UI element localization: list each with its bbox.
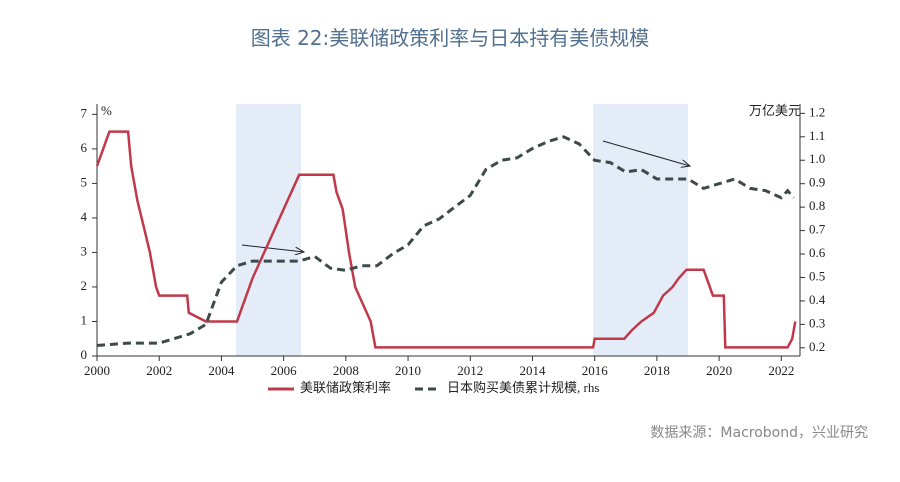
y-unit: % xyxy=(101,103,112,118)
x-tick-label: 2014 xyxy=(519,363,546,378)
y2-tick-label: 1.2 xyxy=(809,104,825,119)
y-tick-label: 4 xyxy=(81,209,88,224)
shaded-period xyxy=(593,104,688,356)
chart-title: 图表 22:美联储政策利率与日本持有美债规模 xyxy=(251,26,650,50)
y-tick-label: 6 xyxy=(81,140,88,155)
y2-tick-label: 0.2 xyxy=(809,339,825,354)
y-tick-label: 0 xyxy=(81,347,88,362)
x-tick-label: 2004 xyxy=(208,363,235,378)
series-line xyxy=(95,130,797,349)
legend-label: 日本购买美债累计规模, rhs xyxy=(447,380,599,395)
y2-tick-label: 0.4 xyxy=(809,292,826,307)
x-tick-label: 2022 xyxy=(768,363,794,378)
x-tick-label: 2008 xyxy=(333,363,359,378)
y2-tick-label: 0.6 xyxy=(809,245,826,260)
y2-tick-label: 0.8 xyxy=(809,198,825,213)
x-tick-label: 2020 xyxy=(706,363,732,378)
y-tick-label: 7 xyxy=(81,105,88,120)
y-tick-label: 1 xyxy=(81,312,88,327)
x-tick-label: 2010 xyxy=(395,363,421,378)
y2-tick-label: 1.0 xyxy=(809,151,825,166)
legend-label: 美联储政策利率 xyxy=(300,380,391,395)
trend-arrow xyxy=(602,140,690,166)
x-tick-label: 2000 xyxy=(84,363,110,378)
series-line xyxy=(96,135,795,347)
y-tick-label: 3 xyxy=(81,243,88,258)
y-tick-label: 2 xyxy=(81,278,88,293)
y-tick-label: 5 xyxy=(81,174,88,189)
source: 数据来源：Macrobond，兴业研究 xyxy=(650,425,868,441)
y2-unit: 万亿美元 xyxy=(749,103,801,118)
y2-tick-label: 1.1 xyxy=(809,128,825,143)
trend-arrow xyxy=(241,244,304,252)
shaded-period xyxy=(236,104,301,356)
x-tick-label: 2012 xyxy=(457,363,483,378)
y2-tick-label: 0.5 xyxy=(809,268,825,283)
x-tick-label: 2002 xyxy=(146,363,172,378)
y2-tick-label: 0.3 xyxy=(809,315,825,330)
x-tick-label: 2006 xyxy=(271,363,298,378)
y2-tick-label: 0.9 xyxy=(809,175,825,190)
y2-tick-label: 0.7 xyxy=(809,222,826,237)
x-tick-label: 2016 xyxy=(582,363,609,378)
x-tick-label: 2018 xyxy=(644,363,670,378)
